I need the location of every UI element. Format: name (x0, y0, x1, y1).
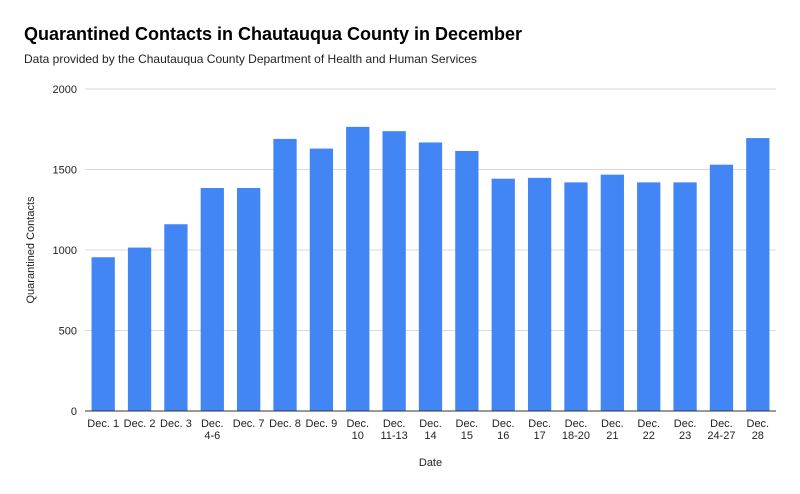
x-tick-label: Dec. 10 (346, 418, 369, 442)
x-tick-label: Dec. 18-20 (562, 418, 590, 442)
bar (709, 164, 734, 411)
bar (200, 188, 224, 411)
x-tick-label: Dec. 21 (601, 418, 624, 442)
y-tick-label: 1000 (53, 245, 77, 257)
x-tick-label: Dec. 17 (528, 418, 551, 442)
x-tick-label: Dec. 23 (674, 418, 697, 442)
bar (527, 177, 552, 411)
x-tick-label: Dec. 14 (419, 418, 442, 442)
x-tick-label: Dec. 22 (637, 418, 660, 442)
x-tick-label: Dec. 2 (124, 418, 156, 430)
y-tick-label: 1500 (53, 165, 77, 177)
chart-title: Quarantined Contacts in Chautauqua Count… (24, 24, 523, 44)
bar (491, 178, 515, 411)
x-axis-label: Date (419, 457, 442, 469)
y-tick-label: 500 (59, 326, 77, 338)
y-axis-label: Quarantined Contacts (25, 196, 37, 304)
bar (455, 150, 479, 412)
bar (746, 138, 770, 412)
y-tick-label: 2000 (53, 84, 77, 96)
x-tick-label: Dec. 8 (269, 418, 301, 430)
x-tick-label: Dec. 4-6 (201, 418, 224, 442)
bar (127, 247, 152, 411)
x-tick-label: Dec. 7 (233, 418, 265, 430)
x-tick-label: Dec. 15 (456, 418, 479, 442)
x-tick-label: Dec. 16 (492, 418, 515, 442)
y-tick-label: 0 (71, 406, 77, 418)
bar (164, 224, 188, 411)
bar (564, 182, 588, 411)
bar (346, 126, 370, 412)
bar (673, 182, 697, 411)
x-tick-label: Dec. 11-13 (380, 418, 407, 442)
bars (91, 126, 770, 412)
bar (600, 174, 624, 411)
bar (382, 131, 406, 411)
bar (237, 188, 261, 411)
x-tick-label: Dec. 24-27 (707, 418, 735, 442)
bar (418, 142, 443, 411)
x-tick-label: Dec. 9 (305, 418, 337, 430)
bar (91, 257, 115, 411)
bar (309, 148, 334, 411)
chart-subtitle: Data provided by the Chautauqua County D… (24, 52, 477, 66)
x-tick-label: Dec. 3 (160, 418, 192, 430)
x-tick-label: Dec. 1 (87, 418, 119, 430)
x-axis-ticks: Dec. 1 Dec. 2 Dec. 3 Dec. 4-6 Dec. 7 Dec. 8 Dec… (87, 418, 769, 442)
x-tick-label: Dec. 28 (747, 418, 770, 442)
bar (637, 182, 661, 411)
bar (273, 138, 297, 411)
y-axis-ticks: 0 500 1000 1500 2000 (53, 84, 77, 418)
